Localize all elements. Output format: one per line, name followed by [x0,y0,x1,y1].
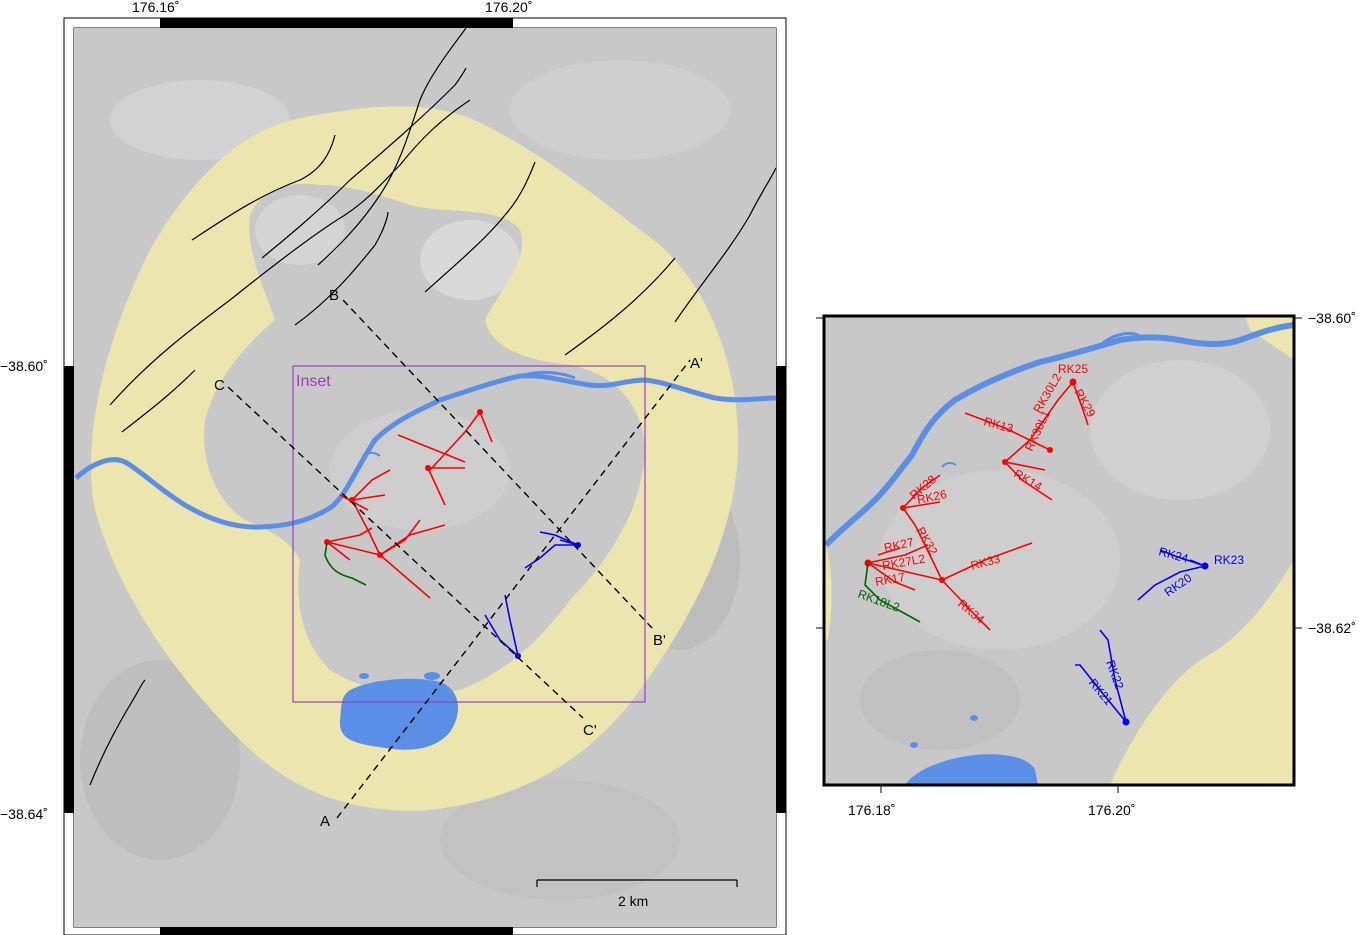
inset-map: RK25 RK30L2 RK29 RK13 RK30L1 RK14 RK28 R… [816,310,1356,818]
inset-lat-tick-2: −38.62˚ [1308,620,1356,636]
well-label: RK26 [916,487,949,507]
well-label: RK25 [1058,362,1088,376]
section-line-a [336,359,691,819]
main-lon-tick-1: 176.16˚ [132,0,179,15]
cross-sections [227,299,691,819]
section-line-c [227,386,584,719]
section-label-c-prime: C' [583,722,597,739]
section-label-b: B [329,287,339,304]
well-label: RK17 [874,570,906,589]
main-lat-tick-1: −38.60˚ [0,358,48,374]
inset-map-frame [822,314,1296,787]
section-label-a-prime: A' [690,355,703,372]
main-well-green [324,541,367,586]
main-lon-tick-2: 176.20˚ [485,0,532,15]
lake [339,678,459,750]
scale-bar [536,879,738,887]
inset-lon-tick-1: 176.18˚ [848,802,895,818]
inset-box [292,365,646,703]
faults [89,28,776,786]
main-map: A A' B B' C C' Inset 2 km 176.16˚ 176.20… [0,0,787,935]
well-label: RK23 [1214,553,1244,567]
main-wells-red [326,411,493,599]
section-label-b-prime: B' [653,632,666,649]
section-line-b [342,299,653,629]
section-label-c: C [214,377,225,394]
inset-lat-tick-1: −38.60˚ [1308,310,1356,326]
scale-label: 2 km [618,893,648,909]
main-wells-blue [484,531,579,657]
main-lat-tick-2: −38.64˚ [0,806,48,822]
well-label: RK27 [883,535,916,555]
inset-lon-tick-2: 176.20˚ [1088,802,1135,818]
section-label-a: A [320,813,330,830]
inset-label: Inset [296,373,331,390]
